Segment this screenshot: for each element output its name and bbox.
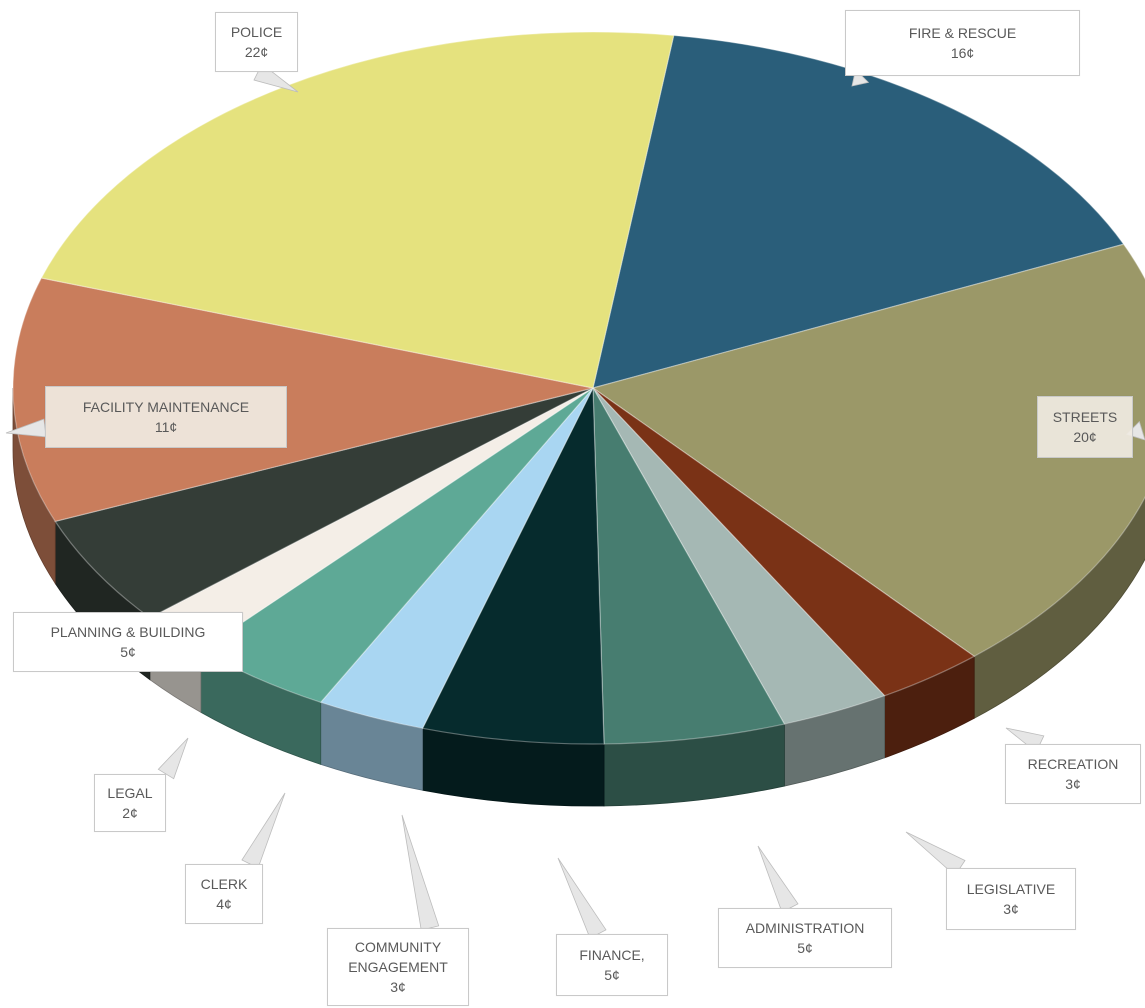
pie-slice-finance [421,387,605,745]
label-recreation-name: RECREATION [1027,756,1119,772]
label-finance-value: 5¢ [604,967,620,983]
label-planning-building-value: 5¢ [120,644,136,660]
label-clerk-name: CLERK [200,876,248,892]
label-clerk: CLERK 4¢ [185,864,263,924]
pie-slice-recreation [592,387,976,697]
label-community-engagement-name: COMMUNITY ENGAGEMENT [348,939,448,975]
label-police-value: 22¢ [244,44,269,60]
label-fire-rescue-name: FIRE & RESCUE [908,25,1017,41]
label-administration: ADMINISTRATION 5¢ [718,908,892,968]
pie-slice-streets [591,243,1145,658]
label-legislative-name: LEGISLATIVE [966,881,1056,897]
label-finance-name: FINANCE, [579,947,645,963]
pie-slice-administration [592,387,786,745]
label-legislative-value: 3¢ [1003,901,1019,917]
label-community-engagement-value: 3¢ [390,979,406,995]
label-police-name: POLICE [230,24,283,40]
label-administration-value: 5¢ [797,940,813,956]
label-administration-name: ADMINISTRATION [745,920,865,936]
callout-pointer-8 [757,845,799,913]
label-facility-maintenance: FACILITY MAINTENANCE 11¢ [45,386,287,448]
label-recreation-value: 3¢ [1065,776,1081,792]
label-recreation: RECREATION 3¢ [1005,744,1141,804]
callout-pointer-4 [157,737,189,780]
callout-pointer-6 [401,814,440,931]
label-fire-rescue-value: 16¢ [950,45,975,61]
label-streets-name: STREETS [1052,409,1118,425]
pie-slice-community-engagement [319,387,594,729]
label-community-engagement: COMMUNITY ENGAGEMENT 3¢ [327,928,469,1006]
label-police: POLICE 22¢ [215,12,298,72]
label-planning-building-name: PLANNING & BUILDING [50,624,206,640]
label-legislative: LEGISLATIVE 3¢ [946,868,1076,930]
label-legal-name: LEGAL [107,785,153,801]
pie-slice-facility-maintenance [12,277,594,523]
label-facility-maintenance-name: FACILITY MAINTENANCE [82,399,250,415]
label-fire-rescue: FIRE & RESCUE 16¢ [845,10,1080,76]
label-finance: FINANCE, 5¢ [556,934,668,996]
callout-pointer-7 [557,857,607,939]
label-streets-value: 20¢ [1073,429,1097,445]
pie-slice-fire-rescue [592,34,1125,389]
callout-pointer-5 [241,792,286,869]
label-planning-building: PLANNING & BUILDING 5¢ [13,612,243,672]
label-facility-maintenance-value: 11¢ [154,419,178,435]
label-streets: STREETS 20¢ [1037,396,1133,458]
label-legal: LEGAL 2¢ [94,774,166,832]
label-clerk-value: 4¢ [216,896,232,912]
label-legal-value: 2¢ [122,805,138,821]
pie-slice-legislative [592,387,886,725]
